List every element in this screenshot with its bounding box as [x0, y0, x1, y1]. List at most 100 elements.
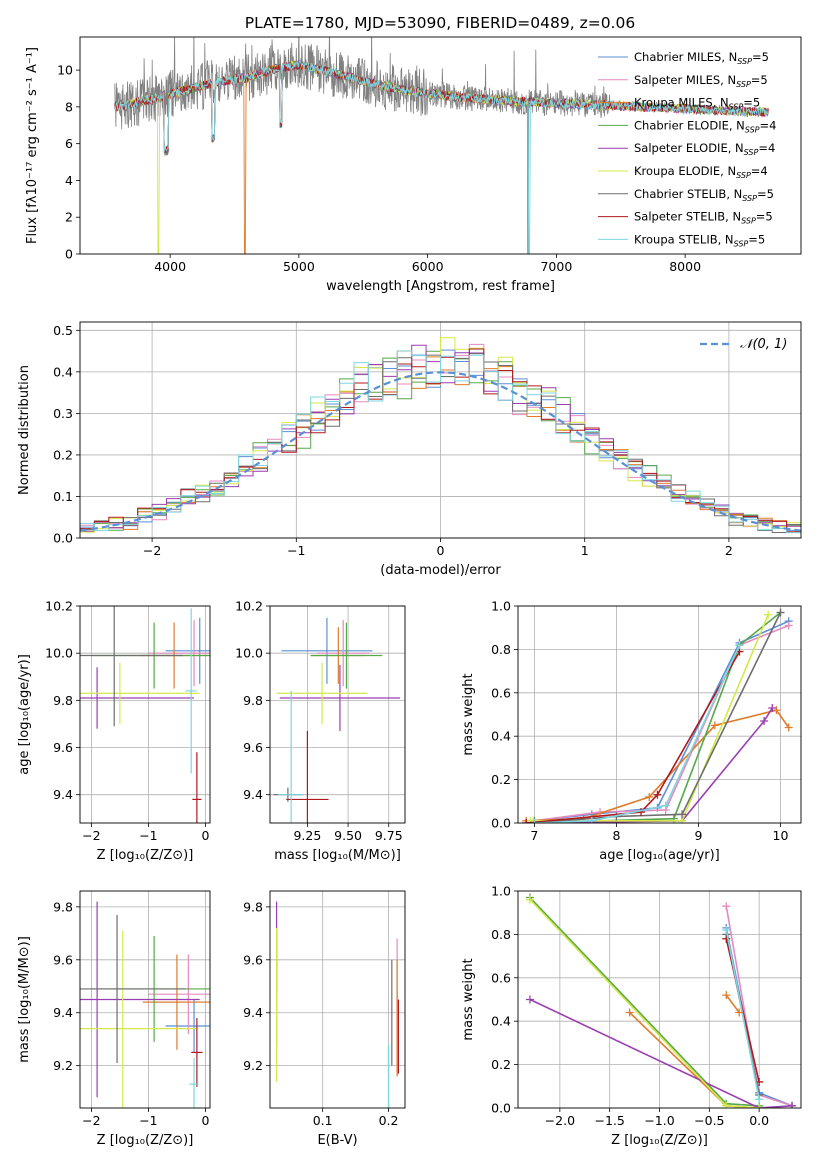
mass_vs_Z-ytick-label: 9.4: [53, 1005, 73, 1020]
age_vs_Z-frame: [79, 605, 211, 824]
legend-entry-label: Salpeter STELIB, NSSP=5: [634, 210, 773, 226]
massweight_vs_Z-plot-area: [525, 893, 797, 1108]
mass_vs_Z-plot-area: [80, 901, 210, 1108]
massweight_vs_age-ytick-label: 0.2: [491, 772, 511, 787]
mass_vs_EBV-ytick-label: 9.6: [243, 952, 263, 967]
mass-weight-line: [534, 624, 789, 822]
massweight_vs_age-xtick-label: 10: [773, 828, 789, 843]
age_vs_mass-xlabel: mass [log₁₀(M/M⊙)]: [274, 848, 401, 863]
spectrum-ylabel: Flux [fλ10⁻¹⁷ erg cm⁻² s⁻¹ A⁻¹]: [25, 47, 40, 244]
spectrum-ytick-label: 4: [65, 173, 73, 188]
mass-weight-marker: [735, 1008, 744, 1017]
age_vs_mass-xtick-label: 9.25: [293, 828, 321, 843]
age_vs_mass-xtick-label: 9.50: [334, 828, 362, 843]
massweight_vs_age-xlabel: age [log₁₀(age/yr)]: [599, 848, 720, 863]
massweight_vs_age-ylabel: mass weight: [461, 673, 476, 755]
spectrum-xtick-label: 4000: [154, 259, 186, 274]
mass-weight-marker: [722, 934, 731, 943]
spectrum-ytick-label: 6: [65, 136, 73, 151]
residuals-ytick-label: 0.3: [53, 406, 73, 421]
spectrum-ytick-label: 10: [57, 63, 73, 78]
legend-entry-label: Chabrier STELIB, NSSP=5: [634, 187, 774, 203]
mass_vs_EBV-ytick-label: 9.4: [243, 1005, 263, 1020]
residuals-ytick-label: 0.2: [53, 447, 73, 462]
age_vs_Z-xtick-label: −2: [82, 828, 100, 843]
massweight_vs_age-xtick-label: 7: [530, 828, 538, 843]
mass-weight-marker: [784, 723, 793, 732]
massweight_vs_Z-ytick-label: 0.0: [491, 1101, 511, 1116]
mass-weight-marker: [768, 703, 777, 712]
mass-weight-marker: [755, 1095, 764, 1104]
age_vs_Z-plot-area: [80, 606, 210, 823]
mass-weight-line: [526, 651, 741, 823]
age_vs_mass-panel: 9.25 9.50 9.75 9.4 9.6 9.8 10.0 10.2 mass [log₁₀…: [235, 599, 406, 863]
mass-weight-marker: [661, 801, 670, 810]
spectrum-data-line: [114, 37, 611, 254]
residuals-frame: [79, 321, 802, 539]
spectrum-xtick-label: 6000: [412, 259, 444, 274]
age_vs_mass-frame: [269, 605, 406, 824]
spectrum-panel: 4000 5000 6000 7000 8000 0 2 4 6 8 10 wavelength [A…: [25, 36, 802, 294]
massweight_vs_age-ytick-label: 1.0: [491, 599, 511, 614]
massweight_vs_age-xtick-label: 9: [694, 828, 702, 843]
mass-weight-marker: [735, 641, 744, 650]
legend-entry-label: Salpeter ELODIE, NSSP=4: [634, 141, 775, 157]
mass-weight-marker: [678, 810, 687, 819]
mass_vs_Z-ylabel: mass [log₁₀(M/M⊙)]: [17, 936, 32, 1063]
mass-weight-line: [534, 620, 790, 822]
mass_vs_EBV-frame: [269, 890, 406, 1109]
massweight_vs_Z-ytick-label: 1.0: [491, 884, 511, 899]
residuals-panel: −2 −1 0 1 2 0.0 0.1 0.2 0.3 0.4 0.5 (data-model)/er…: [17, 321, 802, 578]
normal-legend-label: 𝒩(0, 1): [740, 337, 787, 352]
massweight_vs_Z-ytick-label: 0.8: [491, 927, 511, 942]
mass-weight-line: [534, 612, 782, 823]
mass_vs_EBV-plot-area: [275, 901, 400, 1108]
residuals-ylabel: Normed distribution: [17, 365, 32, 495]
mass-weight-marker: [587, 816, 596, 823]
residuals-ytick-label: 0.5: [53, 323, 73, 338]
mass-weight-marker: [772, 706, 781, 715]
residuals-xtick-label: −1: [287, 543, 305, 558]
age_vs_mass-ytick-label: 9.8: [243, 693, 263, 708]
mass-weight-marker: [710, 721, 719, 730]
massweight_vs_Z-xtick-label: −0.5: [694, 1113, 724, 1128]
mass-weight-line: [526, 707, 773, 823]
legend-entry-label: Kroupa ELODIE, NSSP=4: [634, 164, 768, 180]
massweight_vs_Z-ylabel: mass weight: [461, 958, 476, 1040]
age_vs_Z-ytick-label: 9.8: [53, 693, 73, 708]
figure-title: PLATE=1780, MJD=53090, FIBERID=0489, z=0…: [245, 14, 635, 32]
mass_vs_EBV-xtick-label: 0.2: [379, 1113, 399, 1128]
mass-weight-line: [725, 929, 760, 1100]
mass-weight-marker: [722, 1101, 731, 1108]
spectrum-xtick-label: 8000: [669, 259, 701, 274]
mass-weight-marker: [625, 1008, 634, 1017]
age_vs_Z-ytick-label: 9.6: [53, 740, 73, 755]
massweight_vs_age-xtick-label: 8: [612, 828, 620, 843]
age_vs_mass-ytick-label: 10.2: [235, 599, 263, 614]
mass_vs_Z-xtick-label: −1: [139, 1113, 157, 1128]
residuals-xtick-label: 2: [725, 543, 733, 558]
age_vs_Z-xlabel: Z [log₁₀(Z/Z⊙)]: [97, 848, 194, 863]
spectrum-xlabel: wavelength [Angstrom, rest frame]: [326, 279, 555, 294]
massweight_vs_age-ytick-label: 0.8: [491, 642, 511, 657]
mass_vs_Z-ytick-label: 9.8: [53, 899, 73, 914]
mass-weight-marker: [722, 991, 731, 1000]
massweight_vs_Z-xtick-label: 0.0: [749, 1113, 769, 1128]
normal-curve: [80, 371, 801, 532]
mass-weight-marker: [637, 808, 646, 817]
mass_vs_EBV-xtick-label: 0.1: [313, 1113, 333, 1128]
residuals-ytick-label: 0.1: [53, 489, 73, 504]
massweight_vs_Z-xtick-label: −1.0: [644, 1113, 674, 1128]
massweight_vs_age-plot-area: [522, 608, 793, 823]
mass-weight-line: [529, 998, 793, 1108]
massweight_vs_age-ytick-label: 0.4: [491, 729, 511, 744]
age_vs_mass-ytick-label: 9.4: [243, 787, 263, 802]
age_vs_Z-ytick-label: 9.4: [53, 787, 73, 802]
mass_vs_EBV-ytick-label: 9.2: [243, 1058, 263, 1073]
massweight_vs_Z-ytick-label: 0.4: [491, 1014, 511, 1029]
residuals-ytick-label: 0.4: [53, 364, 73, 379]
histogram-step-line: [80, 350, 801, 534]
spectrum-plot-area: [114, 37, 769, 254]
histogram-step-line: [80, 349, 801, 531]
spectrum-model-line: [114, 60, 769, 153]
